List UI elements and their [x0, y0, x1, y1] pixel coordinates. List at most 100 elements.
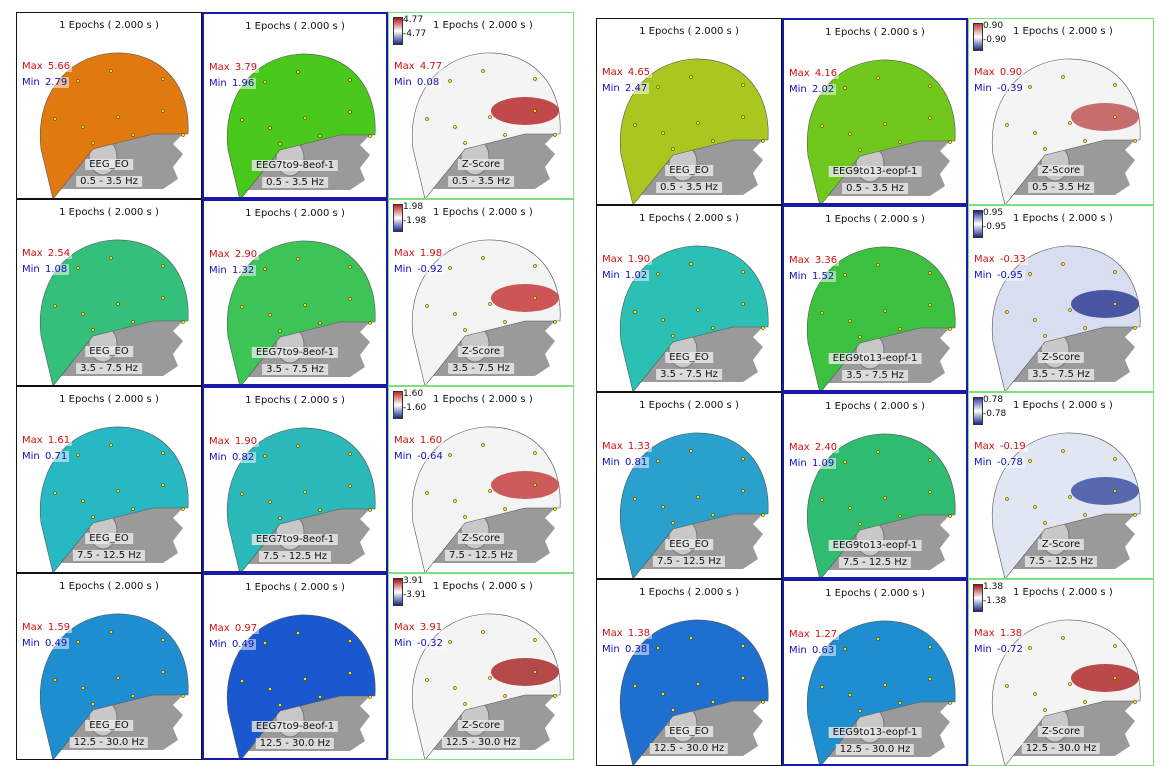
head-topography: [619, 619, 769, 765]
zscore-blob: [1071, 664, 1139, 692]
zscore-blob: [1071, 290, 1139, 318]
electrode-dot: [553, 320, 557, 324]
condition-name: Z-Score: [457, 533, 505, 544]
head-topography: [991, 245, 1141, 391]
scalp-map: [619, 432, 769, 578]
electrode-dot: [898, 514, 902, 518]
electrode-dot: [1005, 123, 1009, 127]
electrode-dot: [1113, 644, 1117, 648]
min-readout: Min -0.64: [394, 451, 445, 462]
electrode-dot: [76, 640, 80, 644]
topo-map-cell: 0.90 -0.90 1 Epochs ( 2.000 s ) Max 0.90 Min…: [968, 18, 1154, 205]
max-value: 4.65: [625, 67, 653, 78]
scale-min-label: -1.98: [403, 216, 427, 226]
condition-name: EEG_EO: [665, 352, 713, 363]
max-label: Max: [974, 254, 995, 265]
min-readout: Min 0.08: [394, 77, 442, 88]
scalp-map: [991, 432, 1141, 578]
condition-name: Z-Score: [457, 346, 505, 357]
electrode-dot: [181, 133, 185, 137]
topo-map-cell: 1 Epochs ( 2.000 s ) Max 3.79 Min 1.96 EEG7…: [202, 12, 388, 199]
min-value: 0.82: [229, 452, 257, 463]
electrode-dot: [1028, 459, 1032, 463]
electrode-dot: [263, 641, 267, 645]
scale-min-label: -1.60: [403, 403, 427, 413]
max-readout: Max 3.91: [394, 622, 445, 633]
electrode-dot: [296, 257, 300, 261]
topo-map-cell: 1.38 -1.38 1 Epochs ( 2.000 s ) Max 1.38 Min…: [968, 579, 1154, 766]
epoch-title: 1 Epochs ( 2.000 s ): [433, 207, 533, 218]
min-value: -0.72: [994, 644, 1025, 655]
min-readout: Min 2.02: [789, 84, 837, 95]
max-label: Max: [22, 435, 43, 446]
right-map-panel: 1 Epochs ( 2.000 s ) Max 4.65 Min 2.47 EEG_…: [596, 18, 1154, 766]
max-readout: Max 1.59: [22, 622, 73, 633]
topo-map-cell: 1 Epochs ( 2.000 s ) Max 1.90 Min 1.02 EEG_…: [596, 205, 782, 392]
max-label: Max: [394, 622, 415, 633]
electrode-dot: [1033, 692, 1037, 696]
max-readout: Max 2.90: [209, 249, 260, 260]
scale-max-label: 0.95: [983, 208, 1004, 218]
max-label: Max: [789, 629, 810, 640]
electrode-dot: [278, 142, 282, 146]
electrode-dot: [761, 326, 765, 330]
electrode-dot: [425, 678, 429, 682]
epoch-title: 1 Epochs ( 2.000 s ): [825, 401, 925, 412]
map-grid: 1 Epochs ( 2.000 s ) Max 5.66 Min 2.79 EEG_…: [16, 12, 574, 760]
electrode-dot: [161, 264, 165, 268]
scale-min-label: -1.38: [983, 596, 1007, 606]
electrode-dot: [1068, 495, 1072, 499]
frequency-band: 0.5 - 3.5 Hz: [262, 177, 328, 188]
condition-name: EEG9to13-eopf-1: [828, 540, 922, 551]
electrode-dot: [240, 679, 244, 683]
electrode-dot: [928, 303, 932, 307]
condition-name: EEG_EO: [665, 165, 713, 176]
electrode-dot: [820, 498, 824, 502]
electrode-dot: [711, 513, 715, 517]
electrode-dot: [448, 640, 452, 644]
frequency-band: 3.5 - 7.5 Hz: [842, 370, 908, 381]
min-value: -0.92: [414, 264, 445, 275]
electrode-dot: [463, 702, 467, 706]
electrode-dot: [318, 321, 322, 325]
condition-name: EEG7to9-8eof-1: [251, 534, 339, 545]
condition-name: EEG_EO: [85, 346, 133, 357]
electrode-dot: [761, 700, 765, 704]
electrode-dot: [858, 148, 862, 152]
electrode-dot: [263, 80, 267, 84]
max-value: 1.98: [417, 248, 445, 259]
electrode-dot: [453, 686, 457, 690]
max-readout: Max 1.90: [602, 254, 653, 265]
electrode-dot: [928, 677, 932, 681]
electrode-dot: [181, 320, 185, 324]
max-value: -0.19: [997, 441, 1028, 452]
zscore-color-scale: [973, 210, 983, 238]
topo-map-cell: 1 Epochs ( 2.000 s ) Max 1.59 Min 0.49 EEG_…: [16, 573, 202, 760]
frequency-band: 3.5 - 7.5 Hz: [262, 364, 328, 375]
electrode-dot: [948, 327, 952, 331]
min-label: Min: [974, 644, 992, 655]
condition-name: EEG7to9-8eof-1: [251, 721, 339, 732]
frequency-band: 0.5 - 3.5 Hz: [656, 182, 722, 193]
electrode-dot: [741, 457, 745, 461]
min-label: Min: [974, 83, 992, 94]
electrode-dot: [53, 304, 57, 308]
electrode-dot: [928, 458, 932, 462]
max-readout: Max 1.98: [394, 248, 445, 259]
max-readout: Max 4.65: [602, 67, 653, 78]
electrode-dot: [368, 695, 372, 699]
electrode-dot: [928, 84, 932, 88]
max-label: Max: [394, 435, 415, 446]
topo-map-cell: 1 Epochs ( 2.000 s ) Max 1.38 Min 0.38 EEG_…: [596, 579, 782, 766]
min-readout: Min 0.49: [22, 638, 70, 649]
electrode-dot: [1043, 147, 1047, 151]
head-topography: [39, 52, 189, 198]
min-value: 1.32: [229, 265, 257, 276]
electrode-dot: [848, 319, 852, 323]
electrode-dot: [843, 273, 847, 277]
electrode-dot: [161, 670, 165, 674]
frequency-band: 7.5 - 12.5 Hz: [72, 550, 146, 561]
max-value: 0.97: [232, 623, 260, 634]
condition-name: EEG_EO: [665, 726, 713, 737]
max-label: Max: [974, 441, 995, 452]
